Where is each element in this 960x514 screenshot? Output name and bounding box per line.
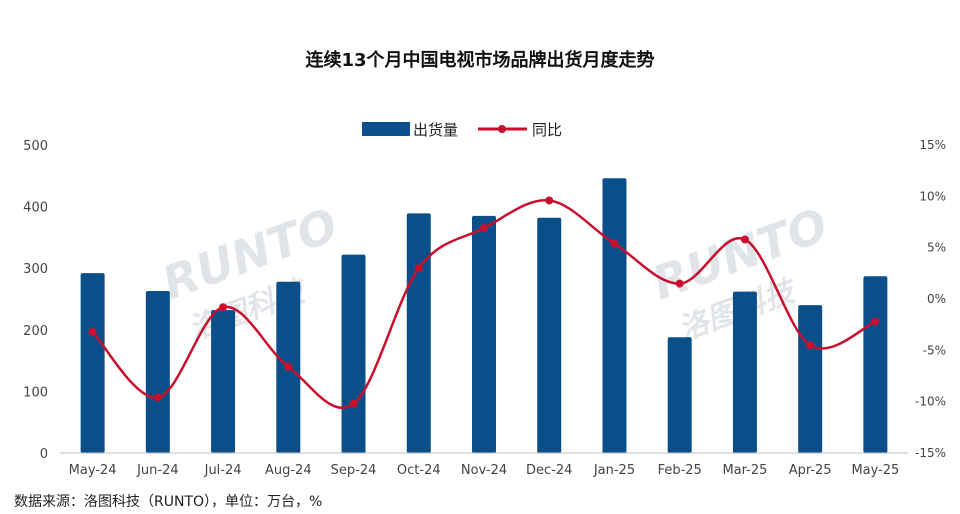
bar-shipments [341, 254, 366, 453]
x-tick-label: Mar-25 [722, 463, 767, 478]
yoy-point [414, 264, 423, 273]
y-left-tick-label: 200 [23, 324, 48, 339]
bar-shipments [863, 276, 888, 453]
bar-shipments [667, 337, 692, 453]
legend-label-yoy: 同比 [532, 121, 562, 139]
legend: 出货量 同比 [362, 121, 562, 139]
y-right-tick-label: -15% [915, 446, 946, 460]
bar-shipments [80, 273, 105, 453]
yoy-point [871, 317, 880, 326]
yoy-point [219, 303, 228, 312]
x-tick-label: Jun-24 [136, 463, 179, 478]
x-tick-label: Apr-25 [789, 463, 832, 478]
y-left-tick-label: 400 [23, 201, 48, 216]
x-tick-label: May-24 [69, 463, 117, 478]
bar-shipments [798, 305, 823, 453]
bar-shipments [211, 310, 236, 453]
y-right-tick-label: 10% [919, 189, 946, 203]
x-tick-label: Oct-24 [397, 463, 441, 478]
y-left-tick-label: 0 [40, 447, 48, 462]
x-tick-label: Sep-24 [331, 463, 377, 478]
yoy-point [610, 239, 619, 248]
bar-shipments [732, 291, 757, 453]
x-tick-label: Aug-24 [265, 463, 312, 478]
bar-shipments [472, 215, 496, 453]
legend-swatch-shipments [362, 122, 410, 136]
legend-label-shipments: 出货量 [413, 121, 458, 139]
source-note: 数据来源：洛图科技（RUNTO），单位：万台，% [14, 494, 322, 510]
y-left-tick-label: 100 [23, 385, 48, 400]
yoy-line-layer [88, 196, 880, 409]
bar-shipments [145, 290, 170, 453]
y-right-tick-label: 15% [919, 138, 946, 152]
y-right-tick-label: -10% [915, 395, 946, 409]
yoy-point [153, 393, 162, 402]
y-left-tick-label: 300 [23, 262, 48, 277]
x-tick-label: Jan-25 [593, 463, 635, 478]
yoy-point [349, 399, 358, 408]
y-right-tick-label: 0% [927, 292, 946, 306]
bar-shipments [602, 178, 627, 453]
x-axis: May-24 Jun-24 Jul-24 Aug-24 Sep-24 Oct-24 Nov-… [69, 463, 900, 478]
chart-title: 连续13个月中国电视市场品牌出货月度走势 [305, 49, 654, 71]
yoy-point [545, 196, 554, 205]
legend-swatch-yoy-marker [498, 125, 506, 133]
right-axis: 15% 10% 5% 0% -5% -10% -15% [915, 138, 946, 460]
y-left-tick-label: 500 [23, 139, 48, 154]
x-tick-label: Nov-24 [461, 463, 507, 478]
bar-shipments [406, 213, 431, 453]
left-axis: 0 100 200 300 400 500 [23, 139, 48, 462]
yoy-point [480, 224, 488, 233]
y-right-tick-label: -5% [923, 343, 946, 357]
yoy-point [806, 341, 815, 350]
yoy-point [675, 279, 684, 288]
x-tick-label: May-25 [851, 463, 899, 478]
yoy-point [284, 362, 293, 371]
x-tick-label: Dec-24 [526, 463, 572, 478]
bar-shipments [537, 217, 562, 453]
yoy-point [88, 327, 97, 336]
y-right-tick-label: 5% [927, 241, 946, 255]
bars [80, 178, 888, 453]
x-tick-label: Feb-25 [658, 463, 702, 478]
x-tick-label: Jul-24 [204, 463, 242, 478]
yoy-point [740, 235, 749, 244]
